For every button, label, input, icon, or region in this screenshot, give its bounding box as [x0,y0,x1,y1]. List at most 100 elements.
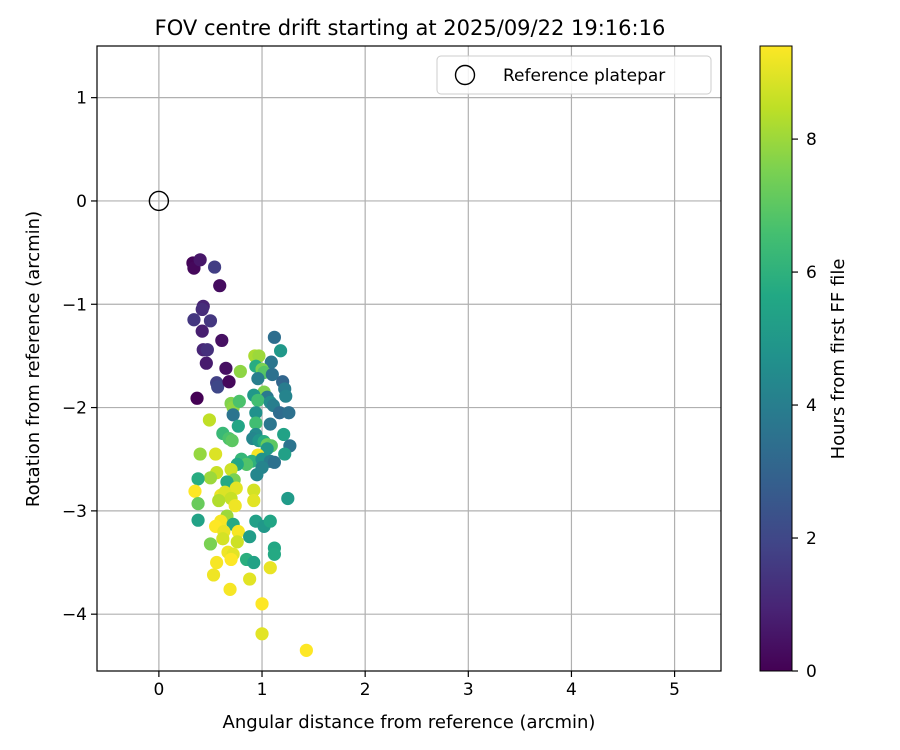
data-point [216,532,230,546]
reference-platepar-marker [148,190,170,212]
colorbar-ticks: 0 2 4 6 8 [792,130,817,682]
colorbar-tick-label: 6 [806,263,817,283]
data-point [247,483,261,497]
data-point [249,416,263,430]
data-point [213,279,227,293]
y-tick-label: −4 [62,605,87,625]
data-point [232,394,246,408]
data-point [282,406,296,420]
data-point [203,537,218,551]
x-tick-label: 5 [669,680,680,700]
reference-marker-group [148,190,170,212]
data-point [209,447,223,461]
data-point [243,530,257,544]
data-point [224,552,238,567]
data-point [195,302,209,317]
data-point [231,419,245,433]
data-point [264,355,278,369]
data-point [231,524,245,539]
colorbar-tick-label: 0 [806,662,817,682]
colorbar-label: Hours from first FF file [828,259,849,460]
data-point [195,324,209,338]
data-point [211,380,225,394]
data-point [210,555,224,570]
data-point [239,457,254,471]
data-point [249,406,263,420]
data-point [191,472,205,486]
data-point [193,447,207,461]
colorbar-tick-label: 4 [806,396,817,416]
data-point [263,417,277,431]
data-point [190,391,204,405]
data-point [193,253,207,267]
x-tick-label: 0 [153,680,164,700]
data-point [252,349,266,363]
data-point [243,572,257,586]
x-tick-label: 2 [360,680,371,700]
y-tick-label: −3 [62,502,87,522]
data-points [186,253,313,657]
data-point [255,627,269,641]
legend: Reference platepar [436,55,712,95]
data-point [255,597,269,611]
colorbar-tick-label: 2 [806,529,817,549]
data-point [219,361,233,375]
data-point [267,547,282,561]
data-point [191,497,205,511]
data-point [230,535,244,549]
data-point [226,408,240,422]
x-tick-label: 3 [463,680,474,700]
data-point [222,375,236,389]
chart-title: FOV centre drift starting at 2025/09/22 … [155,16,666,40]
data-point [228,499,242,513]
data-point [247,555,261,570]
data-point [200,343,214,357]
data-point [202,413,217,427]
data-point [215,333,229,348]
data-point [233,364,247,379]
data-point [267,455,282,469]
y-tick-label: −2 [62,399,87,419]
legend-label: Reference platepar [503,66,665,86]
x-tick-label: 4 [566,680,577,700]
data-point [203,471,218,485]
data-point [188,484,202,498]
x-axis-ticks: 0 1 2 3 4 5 [153,671,680,700]
data-point [250,468,264,482]
data-point [247,493,261,508]
data-point [199,356,213,370]
x-axis-label: Angular distance from reference (arcmin) [223,712,596,733]
data-point [212,493,226,508]
data-point [229,481,243,495]
data-point [225,434,239,448]
x-tick-label: 1 [257,680,268,700]
y-axis-ticks: −4 −3 −2 −1 0 1 [62,89,97,625]
data-point [299,643,313,657]
data-point [263,561,277,575]
colorbar [759,45,793,672]
data-point [260,442,274,456]
data-point [187,313,201,327]
colorbar-tick-label: 8 [806,130,817,150]
data-point [206,568,221,582]
data-point [281,491,295,506]
y-tick-label: −1 [62,295,87,315]
data-point [251,393,265,407]
data-point [265,367,279,382]
y-axis-label: Rotation from reference (arcmin) [23,211,44,507]
data-point [251,372,265,386]
plot-frame [96,45,722,672]
data-point [278,447,292,461]
data-point [191,513,205,527]
data-point [277,427,291,442]
data-point [267,330,282,344]
data-point [207,260,222,274]
data-point [272,406,287,420]
data-point [263,514,277,528]
y-tick-label: 1 [76,89,87,109]
legend-box [436,55,712,95]
data-point [224,462,238,477]
data-point [273,344,288,358]
